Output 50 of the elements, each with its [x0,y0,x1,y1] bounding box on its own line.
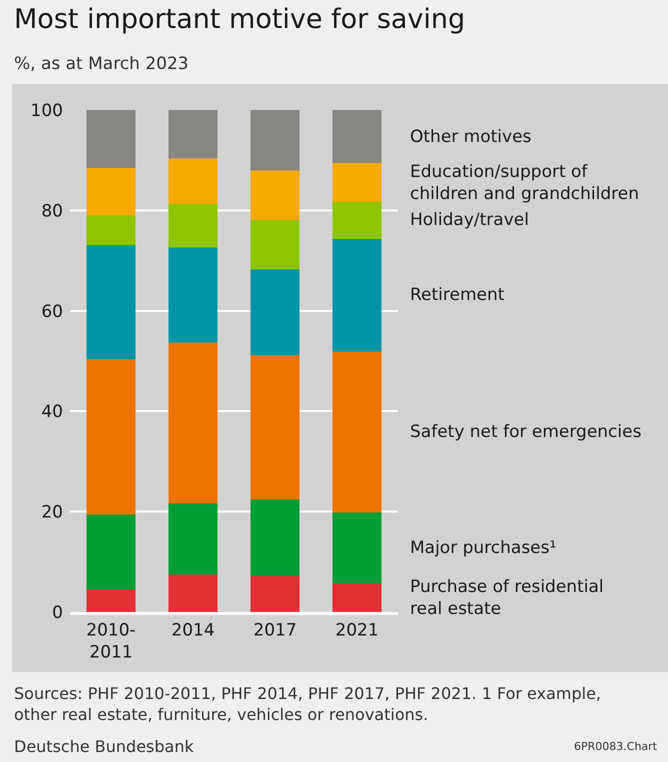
bar [86,110,136,168]
bar [168,342,218,504]
bar [332,110,382,164]
bar [168,574,218,612]
bar [168,204,218,248]
bar [168,110,218,159]
bar [332,512,382,584]
text: 6PR0083.Chart [574,740,658,753]
bar [168,504,218,574]
bar [250,354,300,500]
bar [86,358,136,515]
source-note: Sources: PHF 2010-2011, PHF 2014, PHF 2017, PHF 2021. 1 For example, other real estate, furniture, vehicles or renovations. [14,684,601,724]
series-label: Holiday/travel [410,210,529,230]
y-tick-label: 80 [41,201,63,222]
bar [250,110,300,171]
bar [332,583,382,612]
series-label: Education/support of children and grandchildren [410,162,639,204]
text: Deutsche Bundesbank [14,737,194,756]
bar [86,215,136,246]
bar [332,239,382,352]
x-tick-label: 2021 [335,620,379,640]
series-label: Safety net for emergencies [410,422,642,442]
x-tick-label: 2017 [253,620,297,640]
bar [250,270,300,355]
bar [332,351,382,513]
chart-subtitle: %, as at March 2023 [14,54,189,74]
bar [86,589,136,612]
x-tick-label: 2014 [171,620,215,640]
y-tick-label: 40 [41,402,63,422]
bar [86,168,136,216]
bar [168,248,218,342]
series-label: Other motives [410,127,532,147]
bar [250,576,300,612]
y-tick-label: 60 [41,302,63,322]
bar [332,163,382,202]
bar [250,500,300,576]
y-tick-label: 20 [41,502,63,523]
series-label: Purchase of residential real estate [410,577,604,620]
x-tick-label: 2010-2011 [86,620,136,662]
bar [250,220,300,270]
bar [168,158,218,204]
bar [86,514,136,590]
bar [250,170,300,220]
series-label: Major purchases¹ [410,538,556,558]
bar [86,245,136,359]
series-label: Retirement [410,285,505,305]
bar [332,202,382,240]
y-tick-label: 100 [30,100,63,121]
y-tick-label: 0 [52,602,63,623]
chart-title: Most important motive for saving [14,4,466,35]
